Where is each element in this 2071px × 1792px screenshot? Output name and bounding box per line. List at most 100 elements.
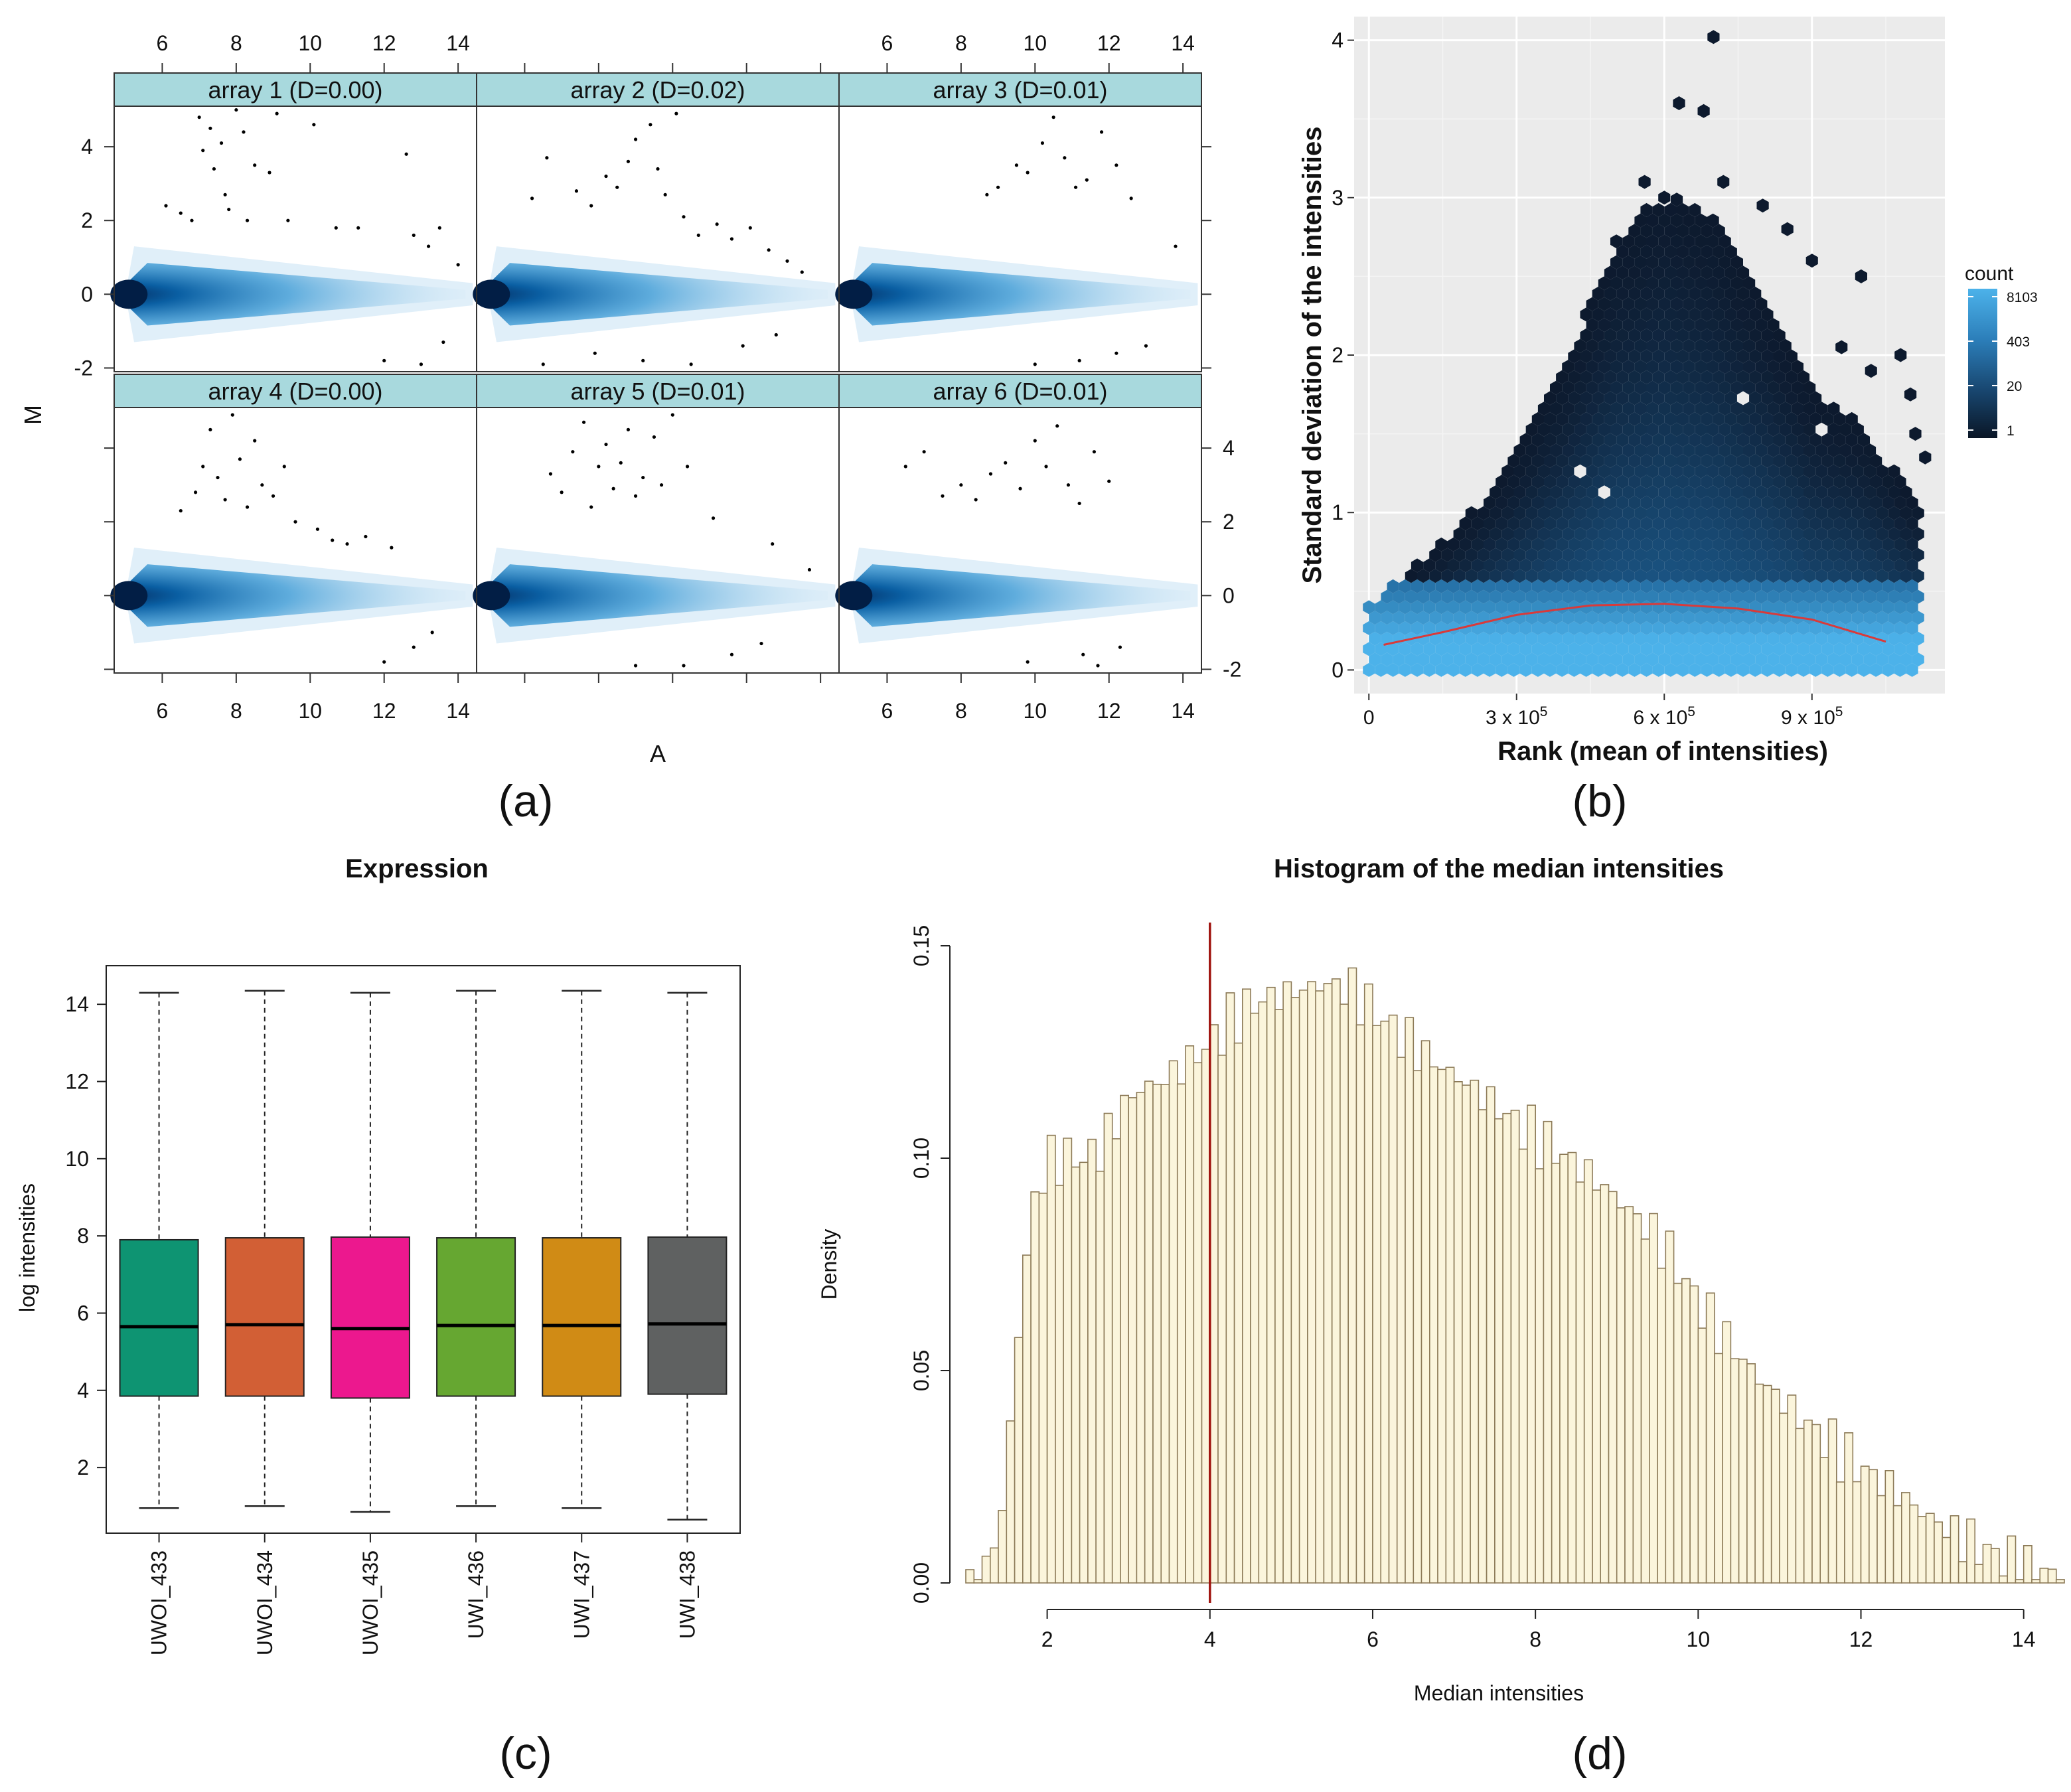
- hex-cell: [1537, 548, 1550, 562]
- hex-cell: [1646, 318, 1659, 333]
- hex-cell: [1519, 579, 1532, 593]
- hex-cell: [1725, 286, 1737, 301]
- hex-cell: [1743, 569, 1756, 583]
- hex-cell: [1701, 642, 1713, 656]
- ma-point: [419, 362, 423, 366]
- hex-cell: [1870, 662, 1882, 677]
- hex-cell: [1592, 516, 1604, 531]
- hex-cell: [1544, 537, 1557, 552]
- histogram-bar: [1380, 1020, 1390, 1584]
- hex-cell: [1755, 318, 1768, 333]
- hex-cell: [1562, 422, 1574, 437]
- hex-cell: [1865, 364, 1877, 378]
- ma-point: [530, 196, 534, 200]
- hex-cell: [1537, 611, 1550, 625]
- hex-cell: [1803, 464, 1816, 479]
- hex-cell: [1616, 349, 1629, 364]
- hex-cell: [1803, 443, 1816, 458]
- histogram-bar: [1462, 1084, 1471, 1584]
- hex-cell: [1707, 548, 1719, 562]
- hex-cell: [1894, 537, 1906, 552]
- hex-cell: [1387, 642, 1399, 656]
- ma-point: [604, 174, 608, 179]
- hex-cell: [1586, 527, 1598, 542]
- hex-cell: [1779, 464, 1792, 479]
- hex-cell: [1604, 475, 1617, 489]
- hex-cell: [1857, 600, 1870, 615]
- hex-cell: [1652, 433, 1665, 447]
- hex-cell: [1695, 506, 1707, 520]
- hex-cell: [1863, 506, 1877, 520]
- ma-point: [345, 542, 349, 546]
- hex-cell: [1773, 349, 1786, 364]
- hex-cell: [1779, 360, 1792, 374]
- ma-point: [619, 461, 623, 465]
- hex-cell: [1755, 506, 1768, 520]
- hex-cell: [1815, 443, 1828, 458]
- hex-cell: [1725, 411, 1737, 426]
- hex-cell: [1670, 527, 1683, 542]
- histogram-bars: [965, 967, 2065, 1584]
- hex-cell: [1640, 433, 1653, 447]
- hex-cell: [1670, 464, 1683, 479]
- hex-cell: [1574, 422, 1586, 437]
- hex-cell: [1670, 485, 1683, 500]
- hex-cell: [1586, 380, 1598, 395]
- hex-cell: [1882, 495, 1894, 510]
- hex-cell: [1755, 443, 1768, 458]
- hex-cell: [1839, 548, 1852, 562]
- hex-cell: [1507, 558, 1520, 573]
- hex-cell: [1894, 558, 1906, 573]
- hex-cell: [1387, 621, 1399, 635]
- hex-cell: [1855, 269, 1867, 283]
- hex-cell: [1568, 349, 1580, 364]
- hex-cell: [1465, 548, 1478, 562]
- hex-cell: [1574, 589, 1586, 604]
- histogram-bar: [1201, 1049, 1211, 1584]
- x-tick-label-top: 10: [1023, 31, 1047, 55]
- hex-cell: [1797, 433, 1810, 447]
- ma-point: [223, 192, 227, 196]
- x-tick-label-bottom: 8: [230, 699, 242, 723]
- hex-cell: [1894, 579, 1906, 593]
- hex-cell: [1761, 642, 1774, 656]
- hex-cell: [1658, 213, 1671, 228]
- hex-cell: [1677, 328, 1689, 342]
- ma-point: [1040, 141, 1045, 145]
- hex-cell: [1767, 443, 1780, 458]
- hex-cell: [1634, 506, 1647, 520]
- box: [542, 990, 622, 1509]
- hex-cell: [1646, 611, 1659, 625]
- density-wedge: [840, 564, 1191, 627]
- hex-cell: [1701, 621, 1713, 635]
- hex-cell: [1664, 495, 1677, 510]
- hex-cell: [1773, 516, 1786, 531]
- hex-cell: [1670, 255, 1683, 269]
- hex-cell: [1670, 631, 1683, 646]
- histogram-bar: [1966, 1518, 1975, 1584]
- histogram-bar: [1705, 1292, 1715, 1584]
- hex-cell: [1773, 621, 1786, 635]
- ma-point: [682, 215, 686, 219]
- histogram-bar: [1063, 1138, 1073, 1584]
- hex-cell: [1393, 652, 1405, 667]
- hex-cell: [1695, 234, 1707, 249]
- hex-cell: [1616, 475, 1629, 489]
- hex-cell: [1537, 652, 1550, 667]
- hex-cell: [1490, 569, 1502, 583]
- hex-cell: [1484, 621, 1496, 635]
- hex-cell: [1646, 548, 1659, 562]
- hex-cell: [1749, 579, 1762, 593]
- hex-cell: [1797, 558, 1810, 573]
- hex-cell: [1767, 589, 1780, 604]
- hex-cell: [1713, 516, 1725, 531]
- hex-cell: [1725, 391, 1737, 406]
- hex-cell: [1531, 433, 1544, 447]
- hex-cell: [1683, 422, 1695, 437]
- hex-cell: [1894, 600, 1906, 615]
- hex-cell: [1797, 621, 1810, 635]
- hex-cell: [1773, 328, 1786, 342]
- trend-line: [1383, 603, 1886, 646]
- ma-point: [1114, 163, 1118, 167]
- hex-cell: [1725, 642, 1737, 656]
